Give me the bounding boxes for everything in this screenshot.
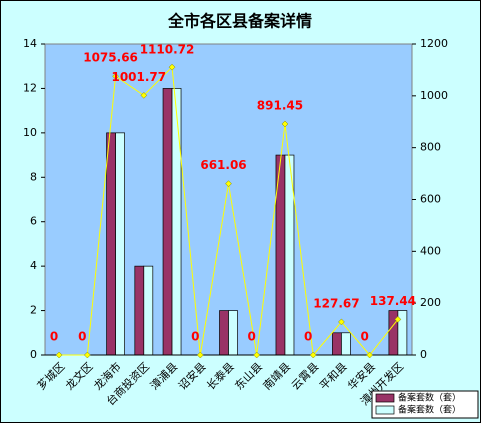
y-tick-label: 14 [23,37,37,50]
legend-label: 备案套数（套） [398,404,461,416]
y2-tick-label: 1000 [420,89,448,102]
y-tick-label: 4 [30,259,37,272]
y-tick-label: 10 [23,126,37,139]
line-marker [309,351,317,359]
line-marker [225,180,232,188]
y-tick-label: 2 [30,304,37,317]
line-marker [394,316,402,323]
data-label: 661.06 [200,158,246,172]
line-marker [83,351,91,359]
bar [134,265,145,356]
bar [388,310,399,356]
bar [228,310,238,356]
line-marker [55,351,63,359]
line-marker [168,63,176,71]
data-label: 0 [304,330,312,344]
data-label: 0 [360,330,368,344]
data-label: 1001.77 [111,70,166,84]
bar [397,310,408,356]
bar [162,88,173,356]
line-marker [366,351,374,359]
bar [171,88,182,356]
y2-tick-label: 200 [420,296,441,309]
line-marker [196,351,204,359]
y-tick-label: 8 [30,170,37,183]
plot-area [44,43,413,356]
y-tick-label: 0 [30,348,37,361]
line-marker [112,72,119,80]
bar [341,332,351,356]
y2-tick-label: 800 [420,141,441,154]
data-label: 1110.72 [140,43,195,57]
y2-tick-label: 400 [420,244,441,257]
line-marker [253,351,261,359]
line-marker [281,120,289,128]
y2-tick-label: 1200 [420,37,448,50]
y-tick-label: 6 [30,215,37,228]
y-tick-label: 12 [23,81,37,94]
data-label: 137.44 [370,294,416,308]
data-label: 127.67 [313,296,359,310]
bar [115,132,125,356]
data-label: 0 [248,330,256,344]
y2-tick-label: 0 [420,348,427,361]
chart-title: 全市各区县备案详情 [167,12,312,31]
line-marker [338,318,345,326]
legend-label: 备案套数（套） [398,392,461,404]
data-label: 0 [50,330,58,344]
legend-swatch [375,405,395,415]
data-label: 0 [78,330,86,344]
data-label: 1075.66 [83,51,138,65]
data-label: 891.45 [257,98,303,112]
bar [332,332,342,356]
bar [106,132,116,356]
y2-tick-label: 600 [420,193,441,206]
bar [219,310,229,356]
legend-swatch [375,393,395,403]
line-marker [140,92,148,99]
data-label: 0 [191,330,199,344]
bar [143,265,154,356]
